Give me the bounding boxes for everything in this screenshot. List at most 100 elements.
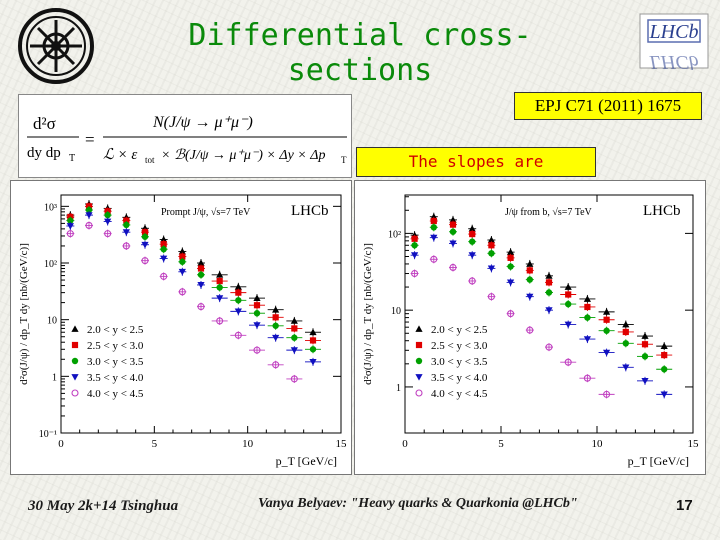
- chart-brand-label: LHCb: [643, 203, 681, 219]
- data-point: [660, 342, 668, 350]
- jpsi-from-b-cross-section-chart: 0 5 10 15 1 10 10² p_T [GeV/c] d²σ(J/ψ) / dp_T d…: [354, 180, 706, 475]
- legend-label: 2.0 < y < 2.5: [431, 324, 488, 336]
- slopes-callout: The slopes are different!: [356, 147, 596, 199]
- x-tick-label: 15: [336, 438, 348, 450]
- data-point: [526, 326, 534, 334]
- legend-marker: [415, 341, 423, 349]
- y-tick-label: 10³: [44, 202, 57, 213]
- data-point: [178, 288, 186, 296]
- data-point: [411, 235, 418, 242]
- x-tick-label: 5: [152, 438, 158, 450]
- data-point: [641, 377, 649, 385]
- legend-marker: [71, 374, 79, 381]
- data-point: [603, 390, 611, 398]
- data-point: [507, 263, 514, 270]
- data-point: [487, 293, 495, 301]
- data-point: [430, 255, 438, 263]
- data-point: [660, 391, 668, 398]
- data-point: [253, 294, 261, 302]
- data-point: [122, 242, 130, 250]
- formula-lhs-numerator: d²σ: [33, 114, 56, 133]
- data-point: [160, 272, 168, 280]
- data-point: [216, 317, 224, 325]
- data-point: [641, 353, 649, 360]
- data-point: [216, 277, 223, 285]
- data-point: [468, 252, 476, 259]
- data-point: [507, 310, 515, 318]
- data-point: [487, 236, 495, 243]
- data-point: [526, 267, 533, 274]
- data-point: [197, 265, 205, 272]
- data-point: [123, 217, 130, 224]
- data-point: [272, 306, 280, 313]
- data-point: [178, 268, 186, 276]
- data-point: [85, 212, 93, 219]
- data-point: [291, 334, 298, 341]
- data-point: [141, 257, 149, 265]
- svg-text:LHCb: LHCb: [649, 51, 699, 70]
- formula-denominator-a: ℒ × ε: [103, 147, 137, 163]
- y-tick-label: 1: [396, 383, 401, 394]
- y-axis-label: d²σ(J/ψ) / dp_T dy [nb/(GeV/c)]: [18, 243, 30, 385]
- data-point: [545, 307, 553, 314]
- data-point: [141, 241, 149, 249]
- x-tick-label: 5: [498, 438, 504, 450]
- y-tick-label: 10²: [388, 229, 401, 240]
- lhcb-logo-icon: LHCb LHCb: [639, 13, 709, 70]
- data-point: [160, 255, 168, 263]
- prompt-jpsi-cross-section-chart: 0 5 10 15 10⁻¹ 1 10 10² 10³ p_T [GeV/c] d²σ(J/ψ) /…: [10, 180, 352, 475]
- data-point: [603, 327, 610, 334]
- data-point: [104, 211, 111, 219]
- data-point: [449, 221, 457, 228]
- data-point: [564, 358, 572, 366]
- data-point: [253, 346, 261, 354]
- data-point: [272, 361, 280, 369]
- data-point: [622, 340, 629, 347]
- legend-marker: [415, 389, 423, 397]
- data-point: [290, 317, 298, 324]
- formula-numerator: N(J/ψ → μ⁺μ⁻): [152, 114, 253, 131]
- legend-marker: [415, 325, 423, 332]
- data-point: [272, 334, 280, 342]
- data-point: [234, 283, 242, 290]
- data-point: [234, 331, 242, 339]
- data-point: [216, 295, 224, 302]
- y-tick-label: 10: [47, 316, 57, 327]
- legend-marker: [71, 325, 79, 332]
- data-point: [309, 358, 317, 366]
- y-tick-label: 10⁻¹: [39, 429, 57, 440]
- data-point: [641, 341, 649, 348]
- data-point: [545, 343, 553, 351]
- data-point: [526, 276, 533, 283]
- data-point: [661, 366, 668, 373]
- formula-lhs-denominator: dy dp: [27, 145, 61, 161]
- data-point: [253, 322, 261, 329]
- data-point: [235, 289, 242, 296]
- data-point: [179, 253, 186, 260]
- data-point: [411, 252, 419, 259]
- legend-marker: [71, 389, 79, 397]
- data-point: [565, 300, 572, 308]
- data-point: [430, 234, 438, 242]
- data-point: [526, 293, 534, 301]
- data-point: [583, 336, 591, 343]
- slide-title: Differential cross-sections: [188, 18, 532, 88]
- data-point: [291, 325, 298, 332]
- data-point: [449, 216, 457, 223]
- legend-label: 4.0 < y < 4.5: [431, 388, 488, 400]
- chart-title: J/ψ from b, √s=7 TeV: [505, 207, 593, 218]
- data-point: [545, 279, 553, 286]
- data-point: [272, 314, 279, 321]
- data-point: [234, 308, 242, 315]
- formula-lhs-subscript: T: [69, 153, 75, 164]
- formula-denominator-b: × ℬ(J/ψ → μ⁺μ⁻) × Δy × Δp: [161, 148, 325, 163]
- data-point: [123, 221, 130, 229]
- data-point: [216, 271, 224, 278]
- reference-citation: EPJ C71 (2011) 1675: [514, 92, 702, 120]
- data-point: [160, 241, 167, 248]
- data-point: [584, 314, 591, 321]
- y-tick-label: 1: [52, 372, 57, 383]
- data-point: [488, 242, 495, 249]
- x-tick-label: 0: [58, 438, 64, 450]
- y-tick-label: 10²: [44, 259, 57, 270]
